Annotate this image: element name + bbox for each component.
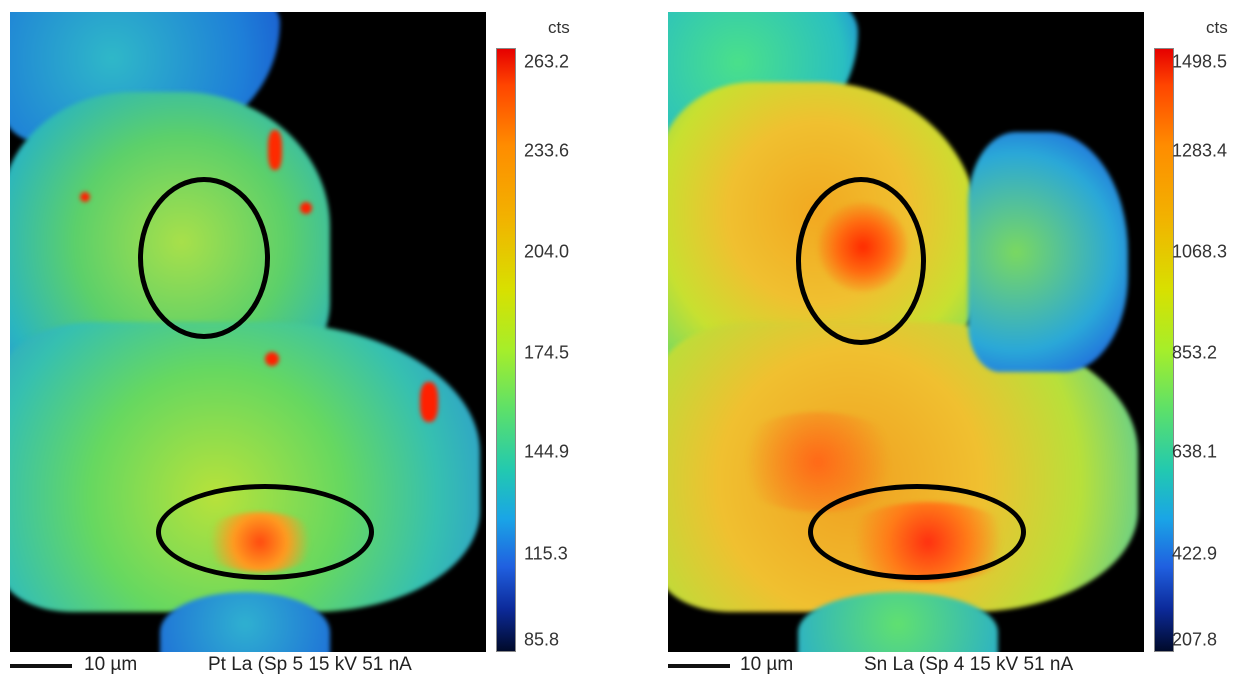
hotspot	[80, 192, 90, 202]
colorbar-tick: 174.5	[524, 342, 570, 363]
colorbar-unit: cts	[1206, 18, 1228, 37]
colorbar-tick: 115.3	[524, 543, 568, 564]
colorbar-tick: 204.0	[524, 241, 570, 262]
hotspot	[265, 352, 279, 366]
grain-bottom	[160, 592, 330, 652]
colorbar-tick: 85.8	[524, 629, 560, 650]
colorbar-unit: cts	[548, 18, 570, 37]
annotation-ellipse-lower	[156, 484, 374, 580]
colorbar-tick: 263.2	[524, 51, 570, 72]
colorbar-tick: 422.9	[1172, 543, 1218, 564]
annotation-ellipse-upper	[138, 177, 270, 339]
sn-map-panel: cts 1498.5 1283.4 1068.3 853.2 638.1 422…	[658, 0, 1242, 683]
scale-bar	[10, 664, 72, 668]
grain-bottom	[798, 592, 998, 652]
colorbar	[496, 48, 516, 652]
scale-bar-label: 10 µm	[740, 654, 794, 675]
grain-right-edge	[968, 132, 1128, 372]
hotspot	[300, 202, 312, 214]
colorbar-tick: 1283.4	[1172, 140, 1228, 161]
colorbar-tick: 853.2	[1172, 342, 1218, 363]
pt-element-map	[10, 12, 486, 652]
annotation-ellipse-lower	[808, 484, 1026, 580]
colorbar-tick: 233.6	[524, 140, 570, 161]
colorbar-tick: 1498.5	[1172, 51, 1228, 72]
sn-element-map	[668, 12, 1144, 652]
map-caption: Pt La (Sp 5 15 kV 51 nA	[208, 654, 412, 675]
colorbar-tick: 207.8	[1172, 629, 1218, 650]
colorbar	[1154, 48, 1174, 652]
colorbar-tick: 638.1	[1172, 441, 1218, 462]
colorbar-tick: 144.9	[524, 441, 570, 462]
pt-map-panel: cts 263.2 233.6 204.0 174.5 144.9 115.3 …	[0, 0, 600, 683]
hotspot	[420, 382, 438, 422]
scale-bar-label: 10 µm	[84, 654, 138, 675]
map-caption: Sn La (Sp 4 15 kV 51 nA	[864, 654, 1074, 675]
hotspot	[268, 130, 282, 170]
colorbar-tick: 1068.3	[1172, 241, 1228, 262]
annotation-ellipse-upper	[796, 177, 926, 345]
scale-bar	[668, 664, 730, 668]
